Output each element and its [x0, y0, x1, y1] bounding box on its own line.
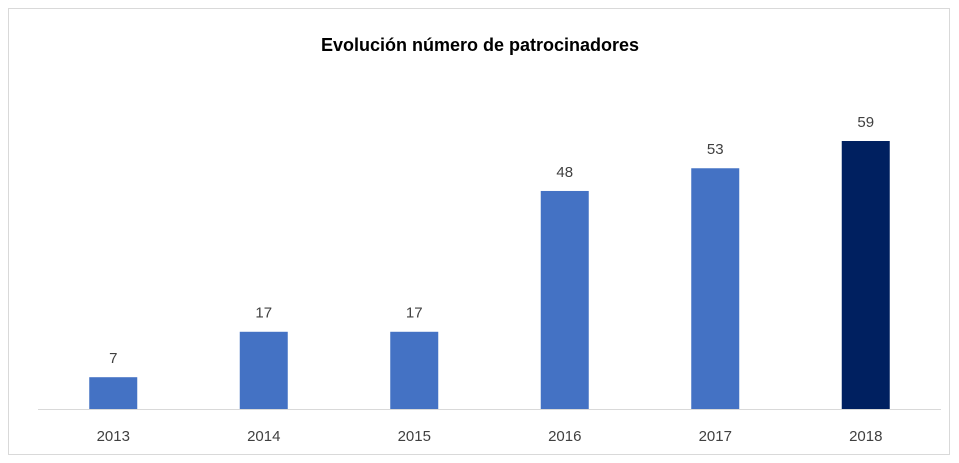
bar: [390, 331, 439, 409]
x-tick-label: 2015: [398, 428, 431, 445]
x-tick-label: 2013: [97, 428, 130, 445]
data-label: 53: [707, 141, 724, 158]
x-tick-label: 2017: [699, 428, 732, 445]
bar: [841, 141, 890, 409]
data-label: 7: [109, 350, 117, 367]
bar: [691, 168, 740, 409]
data-label: 17: [255, 305, 272, 322]
chart-border: [8, 8, 950, 455]
x-tick-label: 2016: [548, 428, 581, 445]
bar: [89, 377, 138, 409]
bar: [540, 190, 589, 409]
chart-title: Evolución número de patrocinadores: [321, 35, 639, 55]
x-tick-label: 2018: [849, 428, 882, 445]
x-tick-label: 2014: [247, 428, 280, 445]
bar: [239, 331, 288, 409]
data-label: 17: [406, 305, 423, 322]
data-label: 59: [857, 114, 874, 131]
data-label: 48: [556, 164, 573, 181]
